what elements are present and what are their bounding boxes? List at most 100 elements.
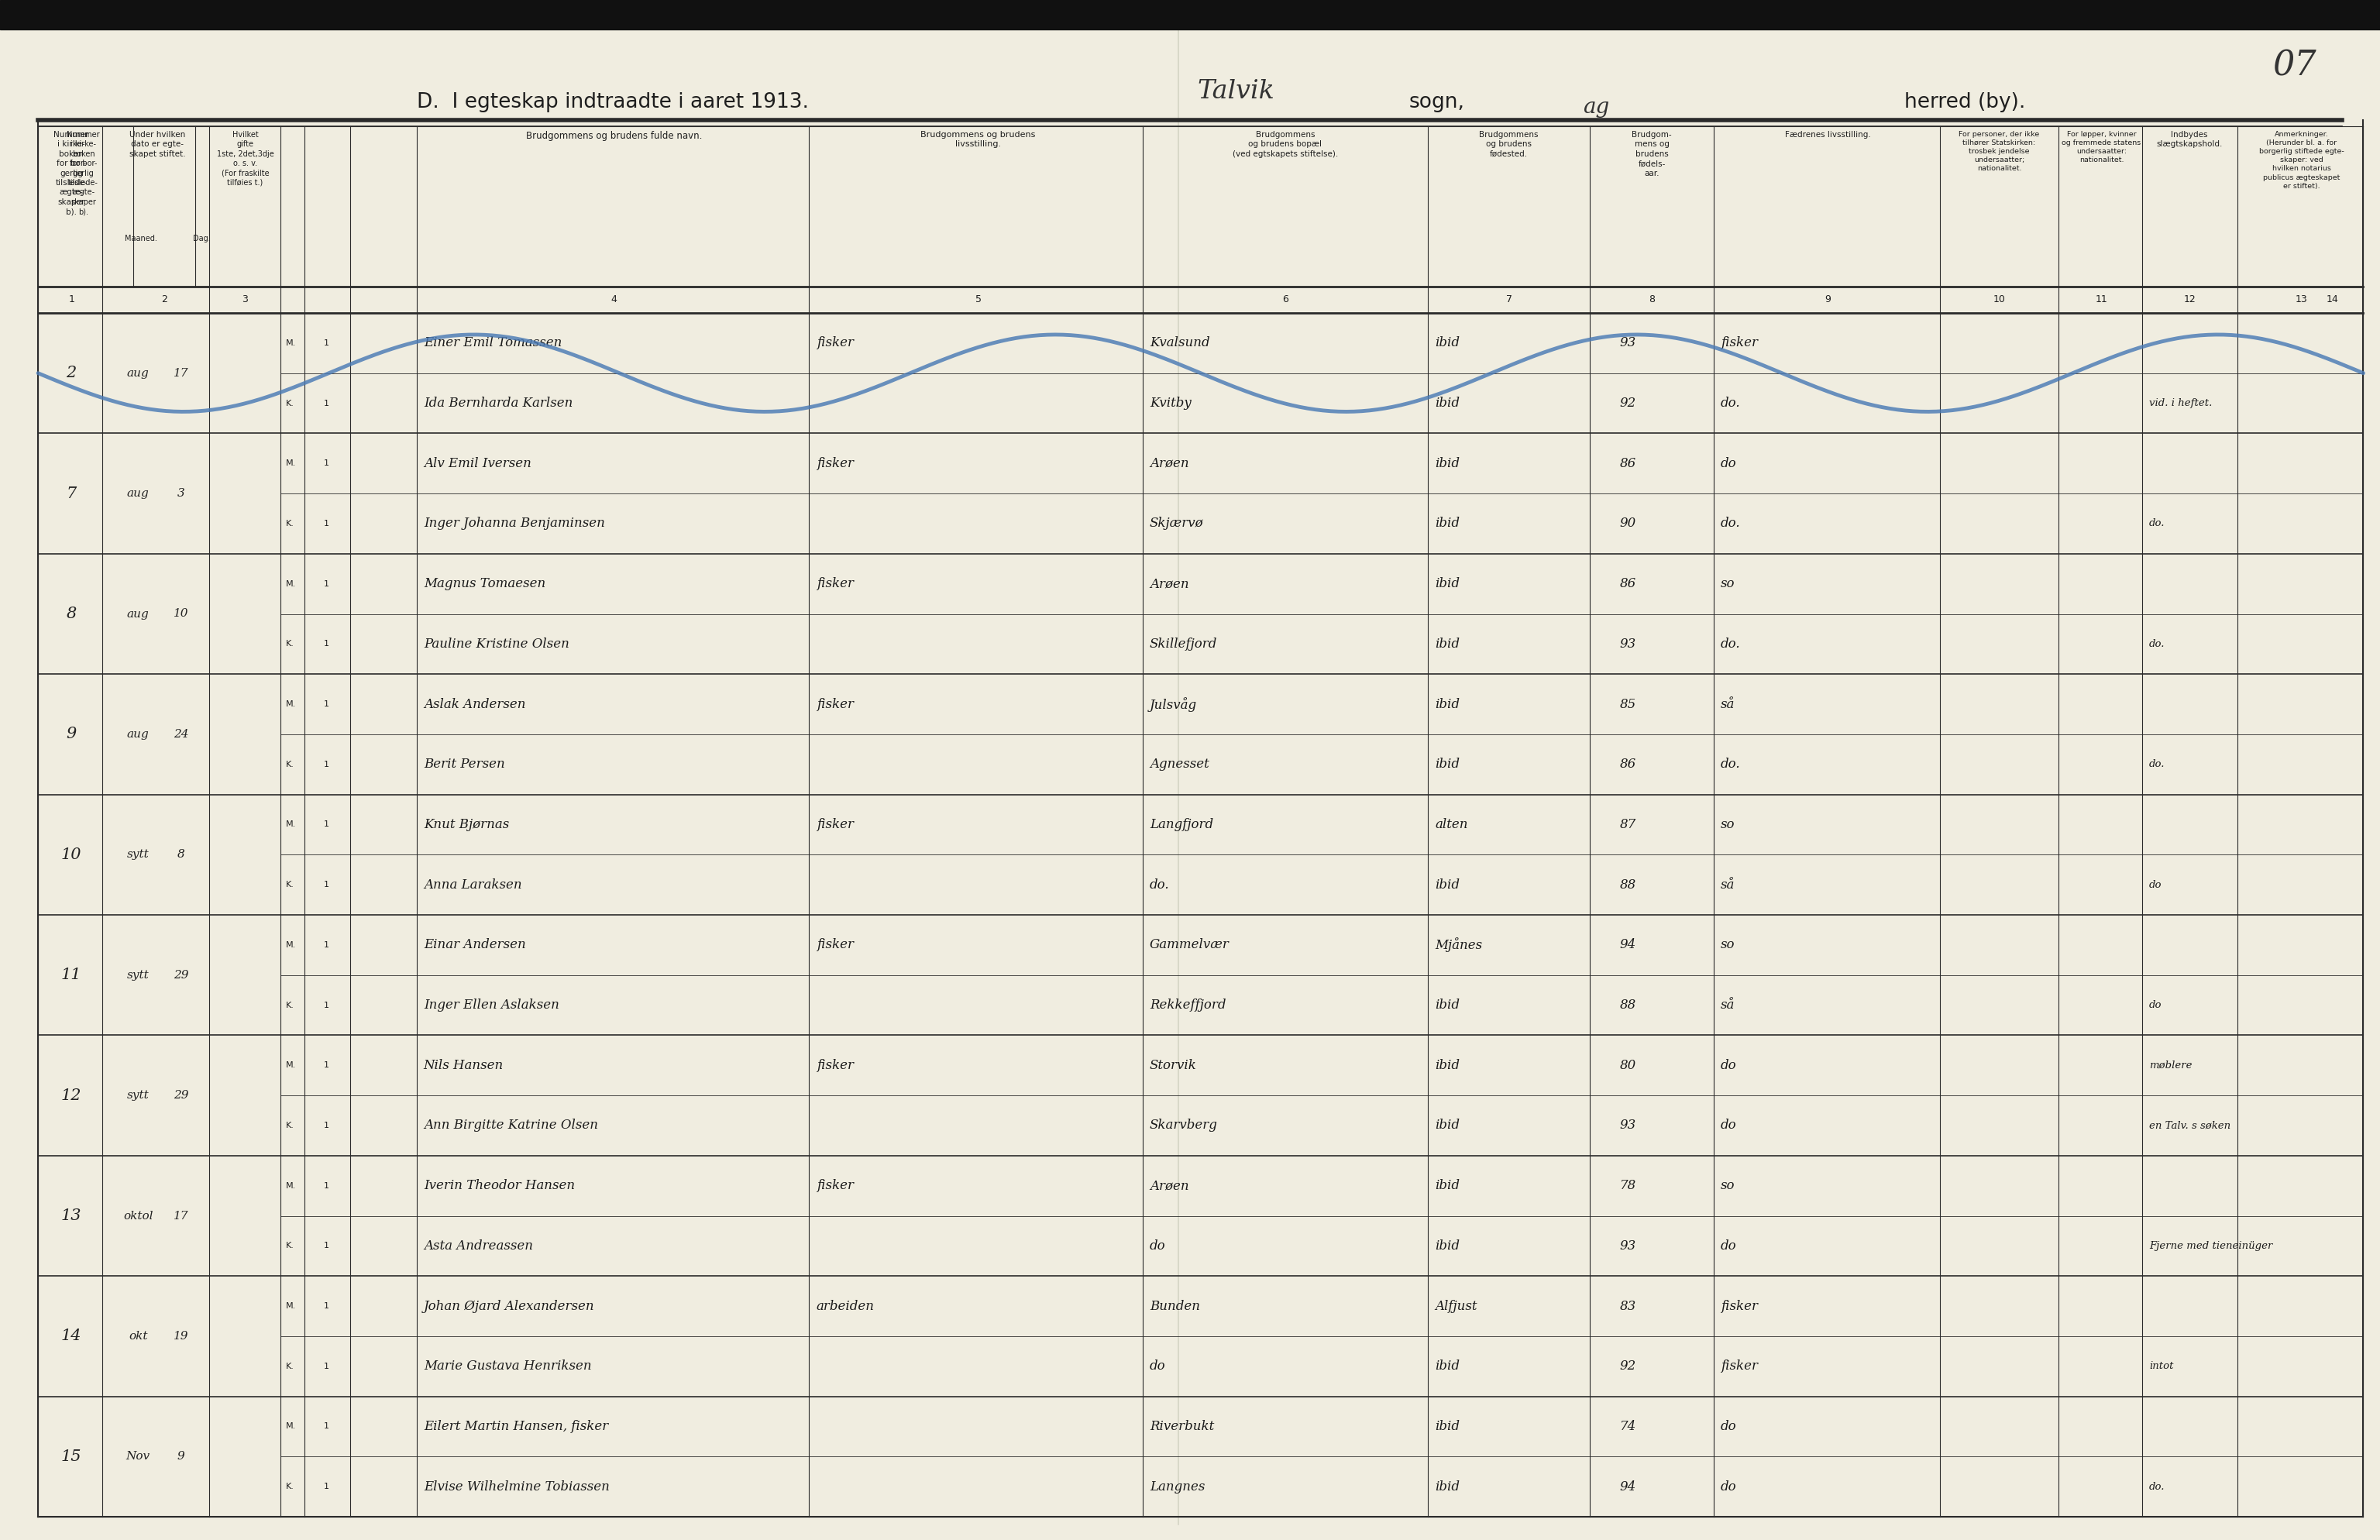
Text: ibid: ibid <box>1435 878 1459 892</box>
Text: Eilert Martin Hansen, fisker: Eilert Martin Hansen, fisker <box>424 1420 609 1434</box>
Text: 2: 2 <box>67 367 76 380</box>
Text: 9: 9 <box>176 1451 186 1461</box>
Text: 7: 7 <box>67 487 76 500</box>
Text: sogn,: sogn, <box>1409 92 1464 112</box>
Text: M.: M. <box>286 581 295 588</box>
Text: 10: 10 <box>1992 294 2006 305</box>
Text: fisker: fisker <box>1721 336 1759 350</box>
Text: ibid: ibid <box>1435 698 1459 711</box>
Text: do.: do. <box>1721 758 1740 772</box>
Text: 7: 7 <box>1507 294 1511 305</box>
Text: 9: 9 <box>67 727 76 742</box>
Text: Nils Hansen: Nils Hansen <box>424 1060 505 1072</box>
Text: M.: M. <box>286 1181 295 1189</box>
Text: 1: 1 <box>324 339 328 346</box>
Text: do: do <box>1721 1420 1737 1434</box>
Text: Brudgom-
mens og
brudens
fødels-
aar.: Brudgom- mens og brudens fødels- aar. <box>1633 131 1671 177</box>
Text: ibid: ibid <box>1435 517 1459 530</box>
Text: Rekkeffjord: Rekkeffjord <box>1150 998 1226 1012</box>
Text: 17: 17 <box>174 368 188 379</box>
Text: ibid: ibid <box>1435 1480 1459 1494</box>
Text: 1: 1 <box>324 1061 328 1069</box>
Text: do.: do. <box>2149 1481 2166 1492</box>
Text: do: do <box>2149 999 2161 1010</box>
Text: aug: aug <box>126 608 150 619</box>
Text: Riverbukt: Riverbukt <box>1150 1420 1214 1434</box>
Text: Einar Andersen: Einar Andersen <box>424 938 526 952</box>
Text: 88: 88 <box>1621 998 1635 1012</box>
Text: 1: 1 <box>324 1423 328 1431</box>
Text: Skillefjord: Skillefjord <box>1150 638 1216 650</box>
Text: Pauline Kristine Olsen: Pauline Kristine Olsen <box>424 638 569 650</box>
Text: Hvilket
gifte
1ste, 2det,3dje
o. s. v.
(For fraskilte
tilføies t.): Hvilket gifte 1ste, 2det,3dje o. s. v. (… <box>217 131 274 186</box>
Text: vid. i heftet.: vid. i heftet. <box>2149 399 2211 408</box>
Text: Brudgommens og brudens
livsstilling.: Brudgommens og brudens livsstilling. <box>921 131 1035 148</box>
Text: 87: 87 <box>1621 818 1635 832</box>
Text: 1: 1 <box>324 1303 328 1311</box>
Text: Fjerne med tieneinüger: Fjerne med tieneinüger <box>2149 1241 2273 1250</box>
Text: K.: K. <box>286 1483 295 1491</box>
Text: For løpper, kvinner
og fremmede statens
undersaatter:
nationalitet.: For løpper, kvinner og fremmede statens … <box>2061 131 2142 163</box>
Text: 1: 1 <box>324 821 328 829</box>
Text: 3: 3 <box>243 294 248 305</box>
Text: herred (by).: herred (by). <box>1904 92 2025 112</box>
Text: Skarvberg: Skarvberg <box>1150 1120 1219 1132</box>
Text: 92: 92 <box>1621 397 1635 410</box>
Text: do: do <box>1721 1060 1737 1072</box>
Text: fisker: fisker <box>1721 1360 1759 1372</box>
Text: 86: 86 <box>1621 578 1635 590</box>
Text: do.: do. <box>1721 517 1740 530</box>
Text: 8: 8 <box>176 849 186 861</box>
Text: do: do <box>1721 1240 1737 1252</box>
Text: K.: K. <box>286 521 295 528</box>
Text: Berit Persen: Berit Persen <box>424 758 505 772</box>
Text: Alfjust: Alfjust <box>1435 1300 1478 1312</box>
Text: M.: M. <box>286 1423 295 1431</box>
Text: 8: 8 <box>1649 294 1654 305</box>
Text: Langnes: Langnes <box>1150 1480 1204 1494</box>
Text: ibid: ibid <box>1435 457 1459 470</box>
Text: 86: 86 <box>1621 758 1635 772</box>
Text: Inger Ellen Aslaksen: Inger Ellen Aslaksen <box>424 998 559 1012</box>
Text: 4: 4 <box>612 294 616 305</box>
Text: 11: 11 <box>62 967 81 983</box>
Text: alten: alten <box>1435 818 1468 832</box>
Text: Marie Gustava Henriksen: Marie Gustava Henriksen <box>424 1360 593 1372</box>
Text: 1: 1 <box>324 459 328 467</box>
Text: ibid: ibid <box>1435 758 1459 772</box>
Text: 94: 94 <box>1621 1480 1635 1494</box>
Text: Anna Laraksen: Anna Laraksen <box>424 878 521 892</box>
Text: ibid: ibid <box>1435 998 1459 1012</box>
Text: do.: do. <box>2149 759 2166 770</box>
Text: Langfjord: Langfjord <box>1150 818 1214 832</box>
Text: do: do <box>2149 879 2161 890</box>
Text: 29: 29 <box>174 970 188 981</box>
Text: Arøen: Arøen <box>1150 578 1188 590</box>
Text: 1: 1 <box>324 941 328 949</box>
Text: K.: K. <box>286 1001 295 1009</box>
Text: do.: do. <box>1721 397 1740 410</box>
Text: 2: 2 <box>162 294 167 305</box>
Text: Alv Emil Iversen: Alv Emil Iversen <box>424 457 531 470</box>
Text: Storvik: Storvik <box>1150 1060 1197 1072</box>
Text: D.  I egteskap indtraadte i aaret 1913.: D. I egteskap indtraadte i aaret 1913. <box>416 92 809 112</box>
Text: 17: 17 <box>174 1210 188 1221</box>
Text: M.: M. <box>286 701 295 708</box>
Text: M.: M. <box>286 941 295 949</box>
Text: så: så <box>1721 998 1735 1012</box>
Text: 93: 93 <box>1621 638 1635 650</box>
Text: Nov: Nov <box>126 1451 150 1461</box>
Text: 19: 19 <box>174 1331 188 1341</box>
Text: so: so <box>1721 578 1735 590</box>
Text: Gammelvær: Gammelvær <box>1150 938 1228 952</box>
Text: ibid: ibid <box>1435 1420 1459 1434</box>
Text: 12: 12 <box>62 1089 81 1103</box>
Text: aug: aug <box>126 728 150 739</box>
Text: Skjærvø: Skjærvø <box>1150 517 1204 530</box>
Text: do.: do. <box>1150 878 1169 892</box>
Text: 24: 24 <box>174 728 188 739</box>
Text: Anmerkninger.
(Herunder bl. a. for
borgerlig stiftede egte-
skaper: ved
hvilken : Anmerkninger. (Herunder bl. a. for borge… <box>2259 131 2344 189</box>
Text: 6: 6 <box>1283 294 1288 305</box>
Text: 80: 80 <box>1621 1060 1635 1072</box>
Text: ibid: ibid <box>1435 1060 1459 1072</box>
